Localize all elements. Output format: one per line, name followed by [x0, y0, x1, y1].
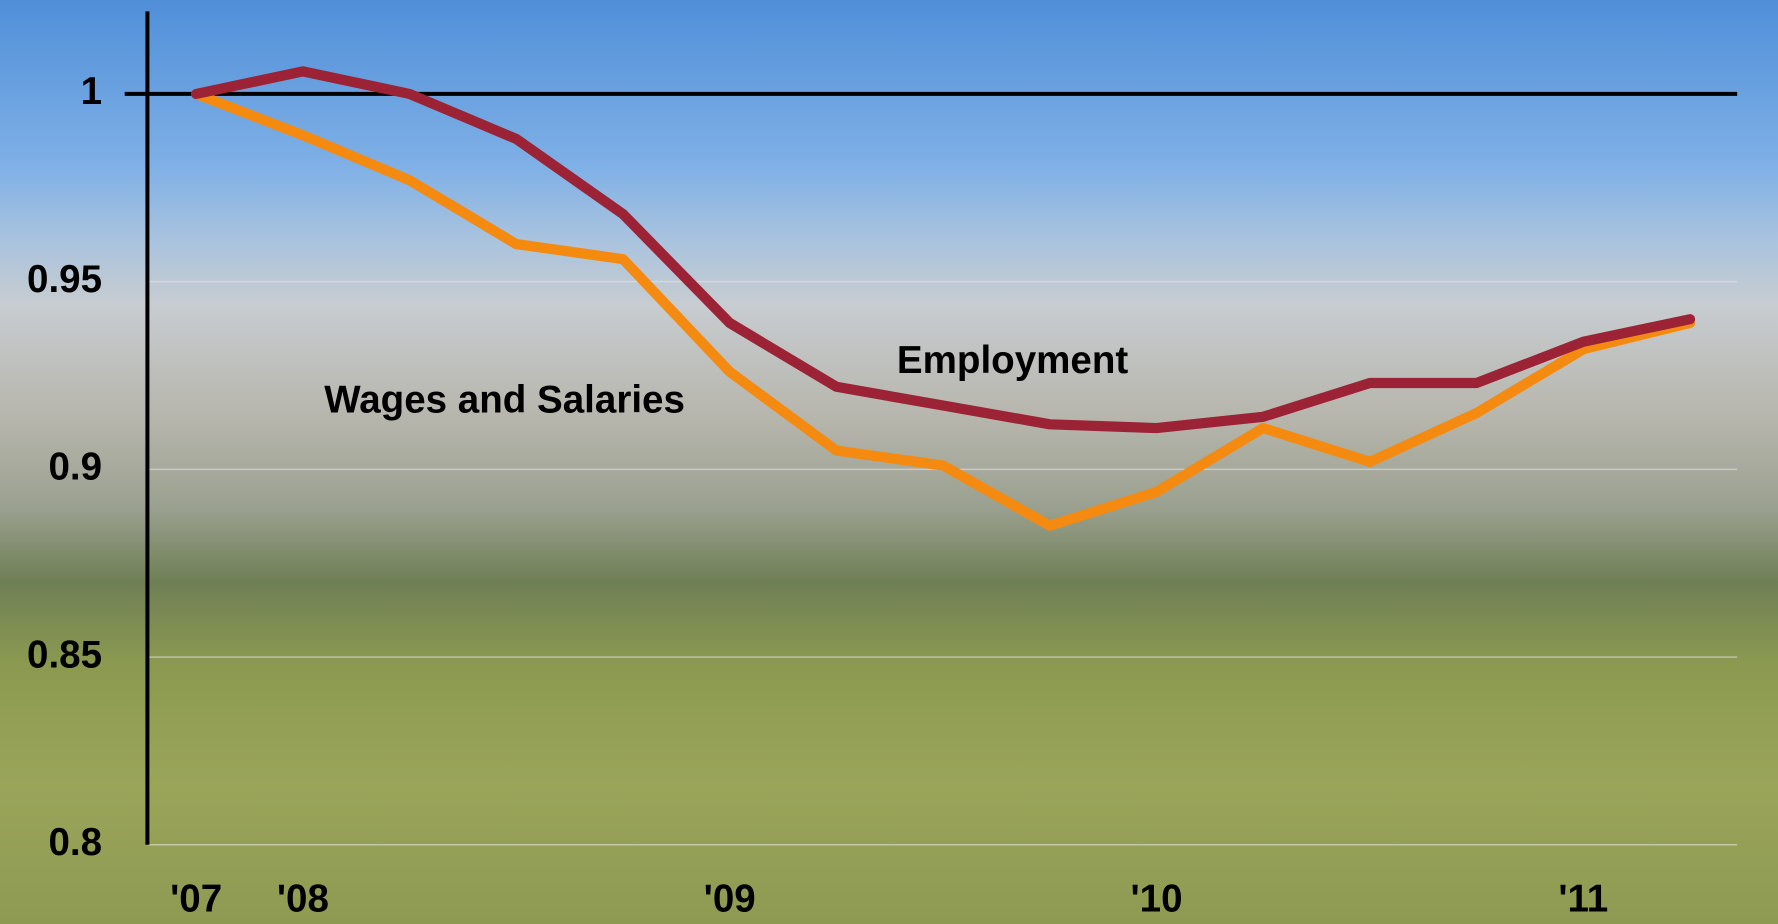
page: {"chart_data": {"type": "line", "categor… [0, 0, 1778, 924]
series-label: Wages and Salaries [324, 379, 685, 422]
x-tick-label: '10 [1130, 878, 1182, 921]
x-tick-label: '07 [170, 878, 222, 921]
x-tick-label: '08 [277, 878, 329, 921]
x-tick-label: '11 [1558, 878, 1608, 921]
chart: 0.8 0.85 0.9 0.95 1 '07 '08 '09 '10 '11 Employment… [0, 0, 1778, 924]
x-tick-label: '09 [704, 878, 756, 921]
series-label: Employment [897, 339, 1128, 382]
y-tick-label: 0.85 [27, 633, 102, 676]
y-tick-label: 0.95 [27, 258, 102, 301]
y-tick-label: 1 [81, 70, 102, 113]
y-tick-label: 0.9 [48, 446, 102, 489]
series-line [196, 94, 1690, 526]
y-tick-label: 0.8 [48, 821, 102, 864]
